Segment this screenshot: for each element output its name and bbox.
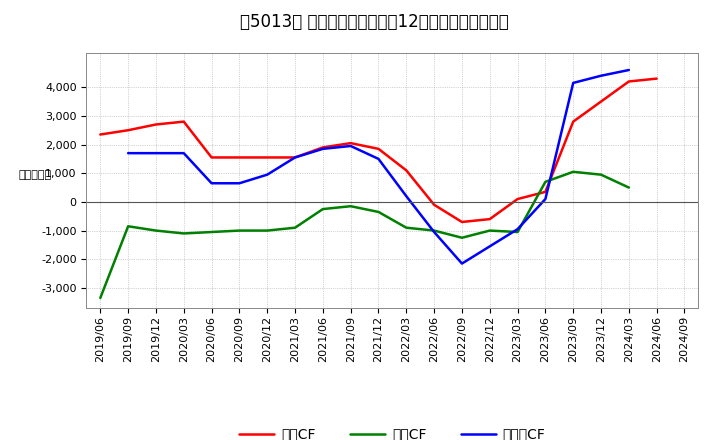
営業CF — [179, 119, 188, 124]
営業CF — [541, 189, 550, 194]
営業CF — [235, 155, 243, 160]
フリーCF — [235, 181, 243, 186]
営業CF — [624, 79, 633, 84]
投資CF — [541, 179, 550, 184]
投資CF — [291, 225, 300, 231]
Text: ［5013］ キャッシュフローの12か月移動合計の推移: ［5013］ キャッシュフローの12か月移動合計の推移 — [240, 13, 509, 31]
投資CF — [96, 295, 104, 301]
投資CF — [402, 225, 410, 231]
投資CF — [458, 235, 467, 240]
営業CF — [652, 76, 661, 81]
営業CF — [485, 216, 494, 222]
Line: フリーCF: フリーCF — [128, 70, 629, 264]
フリーCF — [124, 150, 132, 156]
Line: 営業CF: 営業CF — [100, 79, 657, 222]
フリーCF — [152, 150, 161, 156]
フリーCF — [541, 196, 550, 202]
投資CF — [263, 228, 271, 233]
フリーCF — [458, 261, 467, 266]
投資CF — [179, 231, 188, 236]
営業CF — [263, 155, 271, 160]
投資CF — [430, 228, 438, 233]
フリーCF — [430, 229, 438, 235]
フリーCF — [513, 227, 522, 232]
営業CF — [346, 140, 355, 146]
営業CF — [569, 119, 577, 124]
営業CF — [291, 155, 300, 160]
投資CF — [513, 229, 522, 235]
投資CF — [346, 204, 355, 209]
フリーCF — [346, 143, 355, 149]
投資CF — [152, 228, 161, 233]
投資CF — [485, 228, 494, 233]
営業CF — [402, 168, 410, 173]
投資CF — [597, 172, 606, 177]
営業CF — [597, 99, 606, 104]
フリーCF — [207, 181, 216, 186]
投資CF — [235, 228, 243, 233]
営業CF — [152, 122, 161, 127]
営業CF — [374, 146, 383, 151]
フリーCF — [179, 150, 188, 156]
Legend: 営業CF, 投資CF, フリーCF: 営業CF, 投資CF, フリーCF — [234, 422, 551, 440]
投資CF — [624, 185, 633, 190]
フリーCF — [402, 194, 410, 199]
フリーCF — [374, 156, 383, 161]
フリーCF — [263, 172, 271, 177]
投資CF — [207, 229, 216, 235]
フリーCF — [624, 67, 633, 73]
営業CF — [96, 132, 104, 137]
フリーCF — [569, 80, 577, 85]
投資CF — [569, 169, 577, 174]
営業CF — [513, 196, 522, 202]
フリーCF — [485, 244, 494, 249]
Y-axis label: （百万円）: （百万円） — [19, 170, 52, 180]
フリーCF — [318, 146, 327, 151]
投資CF — [374, 209, 383, 215]
Line: 投資CF: 投資CF — [100, 172, 629, 298]
投資CF — [124, 224, 132, 229]
投資CF — [318, 206, 327, 212]
営業CF — [207, 155, 216, 160]
営業CF — [124, 128, 132, 133]
営業CF — [318, 145, 327, 150]
営業CF — [430, 202, 438, 207]
フリーCF — [597, 73, 606, 78]
営業CF — [458, 219, 467, 224]
フリーCF — [291, 155, 300, 160]
